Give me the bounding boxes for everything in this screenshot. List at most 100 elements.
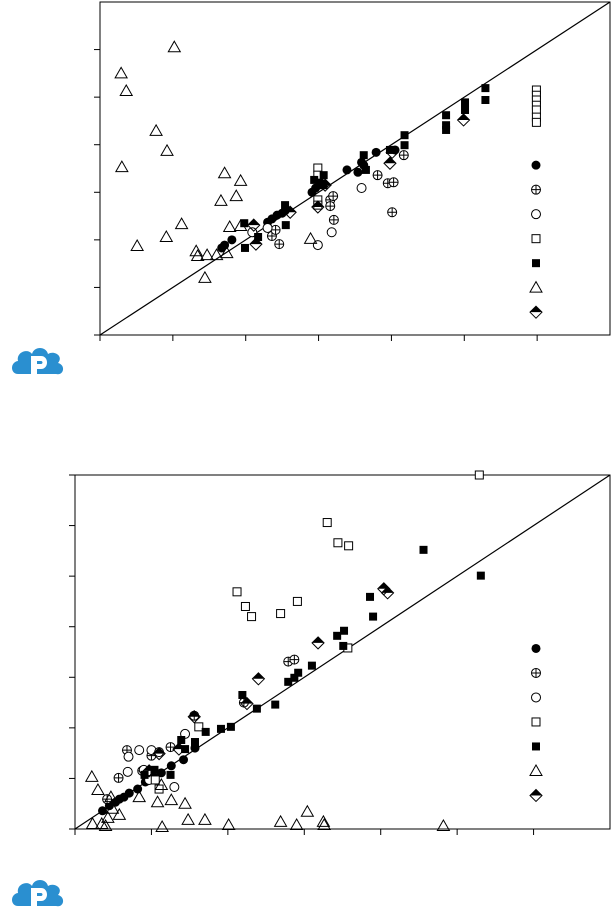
point [214, 193, 228, 206]
marker-shape [531, 185, 541, 195]
marker-shape [233, 173, 248, 186]
marker-shape [94, 816, 109, 829]
marker-shape [385, 145, 399, 160]
point [198, 270, 212, 283]
marker-shape [531, 643, 541, 653]
point [342, 165, 352, 175]
point [119, 83, 134, 96]
marker-shape [399, 150, 409, 160]
marker-shape [130, 239, 145, 252]
point [388, 177, 399, 188]
marker-shape [400, 131, 409, 140]
point [339, 641, 348, 650]
point [262, 222, 273, 233]
point [303, 231, 318, 244]
marker-shape [281, 201, 290, 210]
marker-shape [318, 178, 332, 192]
marker-shape [340, 626, 349, 635]
marker-shape [85, 816, 100, 829]
marker-shape [189, 244, 204, 257]
marker-shape [271, 225, 281, 235]
point [252, 704, 261, 713]
point [222, 220, 237, 233]
marker-shape [174, 217, 189, 230]
point [200, 248, 214, 261]
marker-shape [328, 191, 338, 201]
legend-marker [531, 209, 541, 220]
marker-shape [150, 795, 165, 808]
marker-shape [132, 790, 147, 803]
marker-shape [353, 167, 363, 177]
legend-marker [529, 280, 543, 293]
marker-shape [529, 280, 543, 293]
marker-shape [311, 200, 325, 214]
marker-shape [156, 768, 166, 778]
point [531, 117, 541, 127]
marker-shape [530, 789, 542, 796]
marker-shape [319, 171, 328, 180]
point [311, 200, 325, 214]
marker-shape [233, 219, 248, 232]
point [114, 66, 128, 79]
marker-shape [300, 804, 315, 817]
point [181, 812, 195, 825]
marker-shape [240, 219, 249, 228]
marker-shape [98, 806, 108, 816]
point [122, 766, 133, 777]
marker-shape [222, 220, 237, 233]
point [353, 167, 363, 177]
point [476, 571, 485, 580]
point [178, 796, 192, 809]
marker-shape [114, 66, 128, 79]
marker-shape [169, 782, 180, 793]
point [325, 201, 336, 212]
point [152, 746, 166, 761]
marker-shape [366, 592, 375, 601]
point [159, 229, 174, 243]
marker-shape [283, 205, 297, 219]
marker-shape [198, 812, 212, 825]
marker-shape [229, 189, 244, 202]
point [174, 217, 189, 230]
point [104, 790, 118, 803]
point [317, 817, 332, 830]
marker-shape [143, 764, 156, 771]
point [229, 189, 244, 202]
point [219, 246, 234, 259]
point [254, 233, 263, 242]
point [461, 105, 470, 114]
marker-shape [325, 201, 335, 211]
point [169, 782, 180, 793]
point [442, 125, 451, 134]
marker-shape [461, 98, 470, 107]
marker-shape [344, 541, 354, 551]
marker-shape [221, 817, 236, 830]
marker-shape [226, 722, 235, 731]
point [194, 722, 204, 732]
marker-shape [160, 143, 174, 156]
point [318, 178, 332, 192]
marker-shape [167, 40, 182, 53]
marker-shape [166, 770, 175, 779]
marker-shape [273, 814, 288, 827]
marker-shape [91, 783, 105, 796]
logo [12, 348, 64, 380]
marker-shape [249, 238, 262, 245]
point [385, 145, 399, 160]
point [155, 819, 169, 832]
marker-shape [339, 641, 348, 650]
marker-shape [104, 790, 118, 803]
point [134, 745, 145, 756]
point [442, 121, 451, 130]
marker-shape [294, 668, 303, 677]
point [156, 768, 166, 778]
marker-shape [307, 661, 316, 670]
marker-shape [201, 727, 210, 736]
marker-shape [317, 817, 332, 830]
marker-shape [531, 117, 541, 127]
point [281, 221, 290, 230]
marker-shape [249, 237, 263, 251]
marker-shape [198, 270, 212, 283]
marker-shape [172, 743, 185, 750]
